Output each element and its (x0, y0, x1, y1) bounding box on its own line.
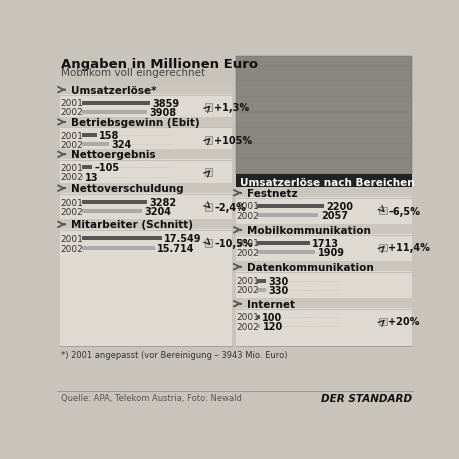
Text: Nettoergebnis: Nettoergebnis (71, 150, 155, 160)
Text: 2002: 2002 (61, 108, 83, 117)
Text: –6,5%: –6,5% (387, 206, 420, 216)
Text: 2002: 2002 (236, 248, 259, 257)
Text: Internet: Internet (246, 299, 294, 309)
Text: Festnetz: Festnetz (246, 188, 297, 198)
Text: 3282: 3282 (149, 198, 176, 207)
Bar (257, 214, 318, 218)
Bar (204, 240, 212, 247)
Bar (257, 279, 265, 283)
Text: 2002: 2002 (236, 322, 259, 331)
Bar (60, 219, 231, 230)
Text: 2002: 2002 (61, 244, 83, 253)
Bar (204, 136, 212, 144)
Text: 330: 330 (267, 276, 287, 286)
Text: Mobilkommunikation: Mobilkommunikation (246, 225, 369, 235)
Bar (81, 247, 154, 251)
Text: +11,4%: +11,4% (387, 243, 429, 253)
Bar (60, 118, 231, 127)
Bar (378, 244, 386, 252)
Text: –10,5%: –10,5% (213, 239, 252, 249)
Text: 13: 13 (85, 172, 99, 182)
Text: 2057: 2057 (320, 211, 347, 221)
Text: –2,4%: –2,4% (213, 202, 246, 212)
Bar (81, 134, 97, 138)
Text: Umsatzerlöse*: Umsatzerlöse* (71, 85, 156, 95)
Text: –105: –105 (95, 163, 120, 173)
Text: 120: 120 (262, 321, 282, 331)
Bar (235, 174, 412, 191)
Bar (235, 225, 412, 235)
Bar (235, 262, 412, 272)
Text: 2001: 2001 (61, 163, 83, 173)
Text: Quelle: APA, Telekom Austria, Foto: Newald: Quelle: APA, Telekom Austria, Foto: Newa… (61, 393, 241, 402)
Text: Datenkommunikation: Datenkommunikation (246, 262, 373, 272)
Bar (60, 85, 231, 95)
Text: 2001: 2001 (236, 239, 259, 248)
Bar (235, 56, 412, 174)
Text: +20%: +20% (387, 317, 419, 327)
Text: 100: 100 (262, 312, 282, 322)
Text: 3859: 3859 (152, 99, 179, 108)
Text: +1,3%: +1,3% (213, 103, 249, 113)
Text: 15.714: 15.714 (157, 244, 194, 254)
Text: 2001: 2001 (236, 276, 259, 285)
Text: Mitarbeiter (Schnitt): Mitarbeiter (Schnitt) (71, 220, 192, 230)
Bar (257, 325, 260, 328)
Bar (81, 201, 147, 205)
Bar (81, 166, 92, 170)
Text: 3204: 3204 (144, 207, 171, 217)
Text: 3908: 3908 (149, 108, 176, 118)
Text: 2001: 2001 (61, 198, 83, 207)
Bar (235, 191, 412, 347)
Text: 2002: 2002 (61, 207, 83, 216)
Text: 2002: 2002 (61, 173, 83, 182)
Text: Nettoverschuldung: Nettoverschuldung (71, 184, 183, 194)
Text: 324: 324 (111, 140, 131, 150)
Bar (60, 184, 231, 193)
Text: 2001: 2001 (61, 234, 83, 243)
Bar (257, 241, 309, 245)
Bar (60, 150, 231, 160)
Bar (204, 104, 212, 112)
Text: Mobilkom voll eingerechnet: Mobilkom voll eingerechnet (61, 67, 205, 78)
Text: 2001: 2001 (236, 202, 259, 211)
Text: 2002: 2002 (61, 140, 83, 150)
Text: 330: 330 (267, 285, 287, 295)
Bar (81, 101, 150, 106)
Bar (60, 86, 231, 347)
Bar (257, 251, 314, 254)
Bar (204, 169, 212, 176)
Text: 2200: 2200 (326, 202, 353, 212)
Text: Angaben in Millionen Euro: Angaben in Millionen Euro (61, 58, 258, 71)
Text: Betriebsgewinn (Ebit): Betriebsgewinn (Ebit) (71, 118, 199, 128)
Text: 2001: 2001 (61, 131, 83, 140)
Text: 17.549: 17.549 (164, 234, 202, 244)
Text: 1713: 1713 (311, 238, 338, 248)
Bar (378, 207, 386, 215)
Bar (81, 111, 147, 115)
Text: Umsatzerlöse nach Bereichen: Umsatzerlöse nach Bereichen (240, 178, 414, 188)
Bar (81, 237, 162, 241)
Text: 1909: 1909 (317, 247, 344, 257)
Bar (204, 203, 212, 211)
Text: 2001: 2001 (61, 99, 83, 108)
Bar (378, 318, 386, 325)
Text: +105%: +105% (213, 135, 252, 146)
Bar (257, 288, 265, 292)
Text: 2001: 2001 (236, 313, 259, 322)
Bar (257, 205, 324, 208)
Text: DER STANDARD: DER STANDARD (320, 393, 411, 403)
Text: *) 2001 angepasst (vor Bereinigung – 3943 Mio. Euro): *) 2001 angepasst (vor Bereinigung – 394… (61, 350, 286, 359)
Text: 158: 158 (99, 131, 119, 141)
Bar (257, 315, 259, 319)
Bar (81, 210, 141, 214)
Bar (235, 299, 412, 308)
Bar (81, 143, 109, 147)
Bar (235, 188, 412, 198)
Text: 2002: 2002 (236, 211, 259, 220)
Text: 2002: 2002 (236, 285, 259, 295)
Bar (81, 175, 83, 179)
